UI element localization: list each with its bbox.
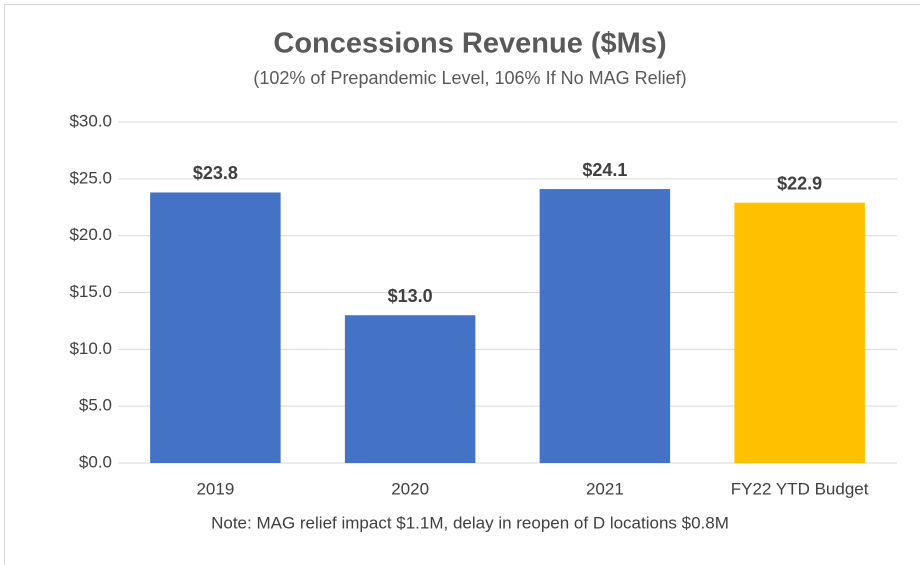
value-label: $24.1 [582,160,627,180]
x-tick-label: 2020 [391,479,429,498]
y-tick-label: $30.0 [69,111,112,130]
bar [344,315,476,463]
x-tick-label: 2021 [586,479,624,498]
value-label: $22.9 [777,173,822,193]
y-tick-label: $10.0 [69,339,112,358]
x-tick-label: 2019 [196,479,234,498]
bar [150,192,281,463]
chart-frame [4,4,920,565]
annotation: Note: MAG relief impact $1.1M, delay in … [211,513,729,532]
chart-subtitle: (102% of Prepandemic Level, 106% If No M… [253,68,686,88]
y-tick-label: $5.0 [79,396,112,415]
value-label: $23.8 [193,163,238,183]
y-tick-label: $25.0 [69,168,112,187]
chart-title: Concessions Revenue ($Ms) [273,28,666,60]
value-label: $13.0 [388,286,433,306]
bar [734,202,865,463]
y-tick-label: $15.0 [69,282,112,301]
x-tick-label: FY22 YTD Budget [731,479,869,498]
y-tick-label: $20.0 [69,225,112,244]
bar [539,189,671,463]
y-tick-label: $0.0 [79,452,112,471]
